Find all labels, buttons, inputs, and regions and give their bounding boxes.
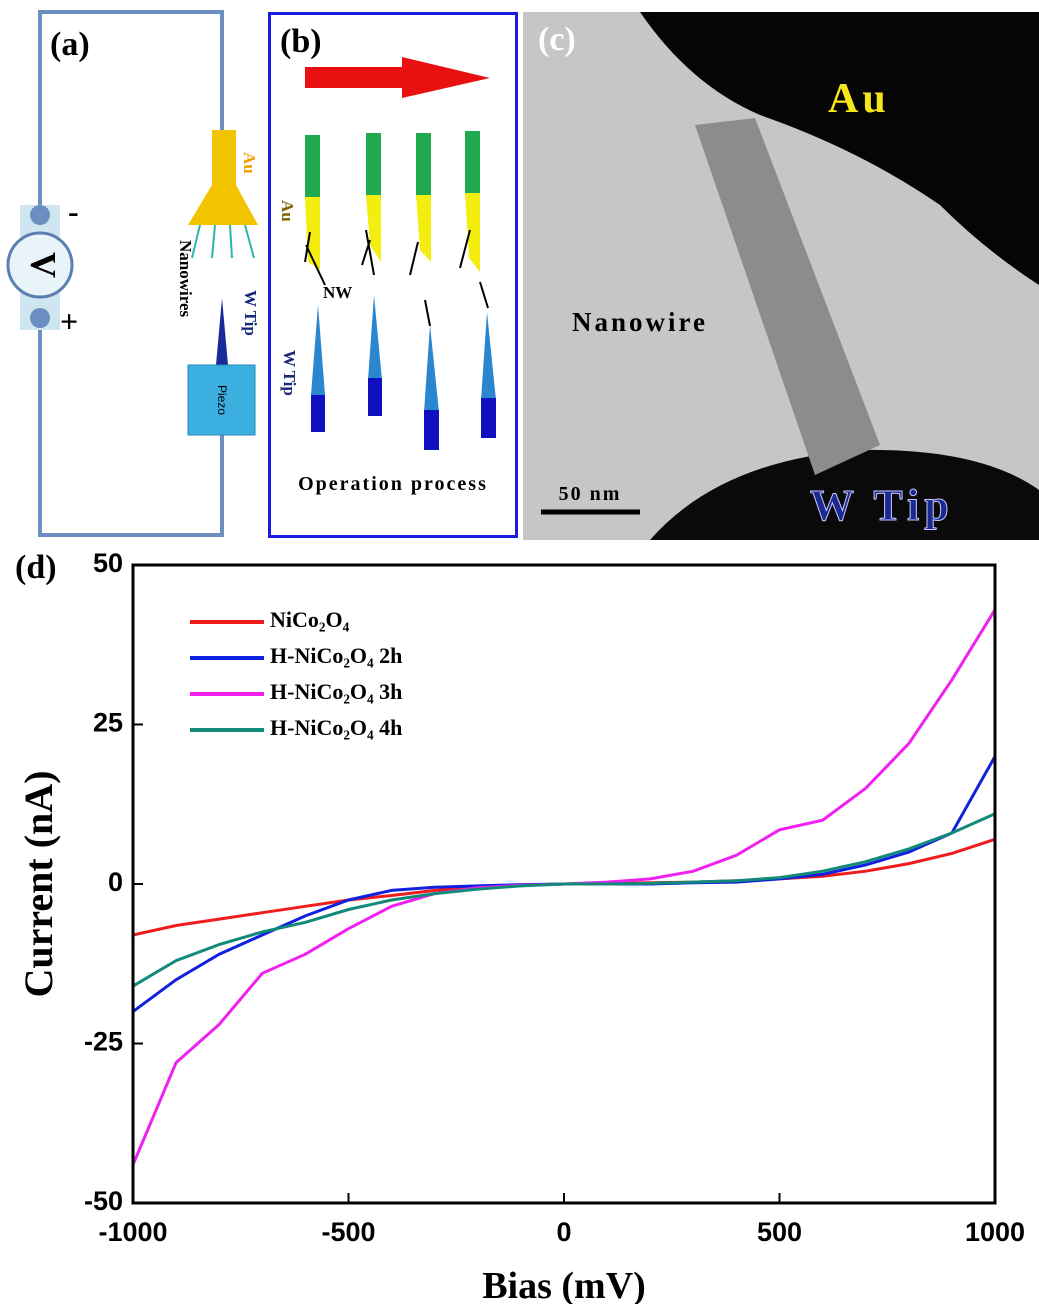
- panel-c: (c) Au Nanowire 50 nm W Tip: [523, 12, 1039, 540]
- minus: -: [68, 193, 79, 229]
- au-green: [305, 135, 320, 197]
- au-yellow: [465, 193, 480, 272]
- y-tick-label: -25: [84, 1027, 123, 1057]
- x-tick-label: 0: [556, 1217, 571, 1247]
- y-tick-label: 25: [93, 708, 123, 738]
- nw-lines: [305, 230, 488, 326]
- au-green: [416, 133, 431, 195]
- figure: V - + (a) Au Nanowires W Tip Piezo (b): [0, 0, 1039, 1304]
- caption: Operation process: [298, 473, 488, 495]
- w-tip: [311, 305, 325, 395]
- au-funnel: [188, 185, 258, 225]
- w-tip: [481, 312, 496, 400]
- nw-label: NW: [323, 283, 352, 302]
- w-tip-label: W Tip: [810, 481, 954, 530]
- y-tick-label: 0: [108, 867, 123, 897]
- w-tip-label: W Tip: [280, 350, 299, 396]
- terminal: [30, 205, 50, 225]
- series-line: [133, 814, 995, 986]
- series-line: [133, 839, 995, 935]
- au-green: [366, 133, 381, 195]
- piezo-label: Piezo: [215, 385, 229, 415]
- terminal: [30, 308, 50, 328]
- nanowire-lines: [192, 225, 254, 258]
- x-tick-label: 1000: [965, 1217, 1025, 1247]
- nanowire-label: Nanowire: [572, 307, 708, 337]
- legend-label: H-NiCo₂O₄ 4h: [270, 715, 402, 740]
- y-tick-label: -50: [84, 1186, 123, 1216]
- w-tip-label: W Tip: [241, 290, 260, 336]
- panel-a: V - + (a) Au Nanowires W Tip Piezo: [8, 12, 260, 535]
- w-tip: [368, 295, 382, 380]
- au-label: Au: [828, 76, 890, 122]
- panel-b: (b) Au NW W Tip Operat: [270, 14, 517, 537]
- meter-label: V: [24, 252, 64, 278]
- w-base: [424, 410, 439, 450]
- y-axis-title: Current (nA): [16, 770, 61, 997]
- x-tick-label: -1000: [98, 1217, 167, 1247]
- au-yellow: [366, 195, 381, 262]
- arrow: [305, 57, 490, 98]
- x-axis-title: Bias (mV): [482, 1265, 646, 1304]
- w-base: [481, 398, 496, 438]
- panel-frame: [270, 14, 517, 537]
- scale-label: 50 nm: [559, 483, 622, 505]
- legend-label: H-NiCo₂O₄ 3h: [270, 679, 402, 704]
- y-tick-label: 50: [93, 548, 123, 578]
- w-tip: [424, 325, 439, 412]
- legend-label: H-NiCo₂O₄ 2h: [270, 643, 402, 668]
- panel-label: (a): [50, 26, 90, 63]
- w-base: [311, 395, 325, 432]
- au-yellow: [416, 195, 431, 262]
- panel-label: (d): [15, 549, 57, 586]
- w-base: [368, 378, 382, 416]
- au-rod: [212, 130, 236, 185]
- x-tick-label: -500: [321, 1217, 375, 1247]
- au-label: Au: [278, 200, 297, 222]
- panel-label: (b): [280, 23, 322, 60]
- w-tip: [216, 298, 228, 365]
- x-tick-label: 500: [757, 1217, 802, 1247]
- au-label: Au: [240, 152, 259, 174]
- legend-label: NiCo₂O₄: [270, 607, 350, 632]
- au-green: [465, 131, 480, 193]
- nanowires-label: Nanowires: [176, 240, 195, 318]
- panel-label: (c): [538, 21, 576, 58]
- plus: +: [60, 303, 78, 339]
